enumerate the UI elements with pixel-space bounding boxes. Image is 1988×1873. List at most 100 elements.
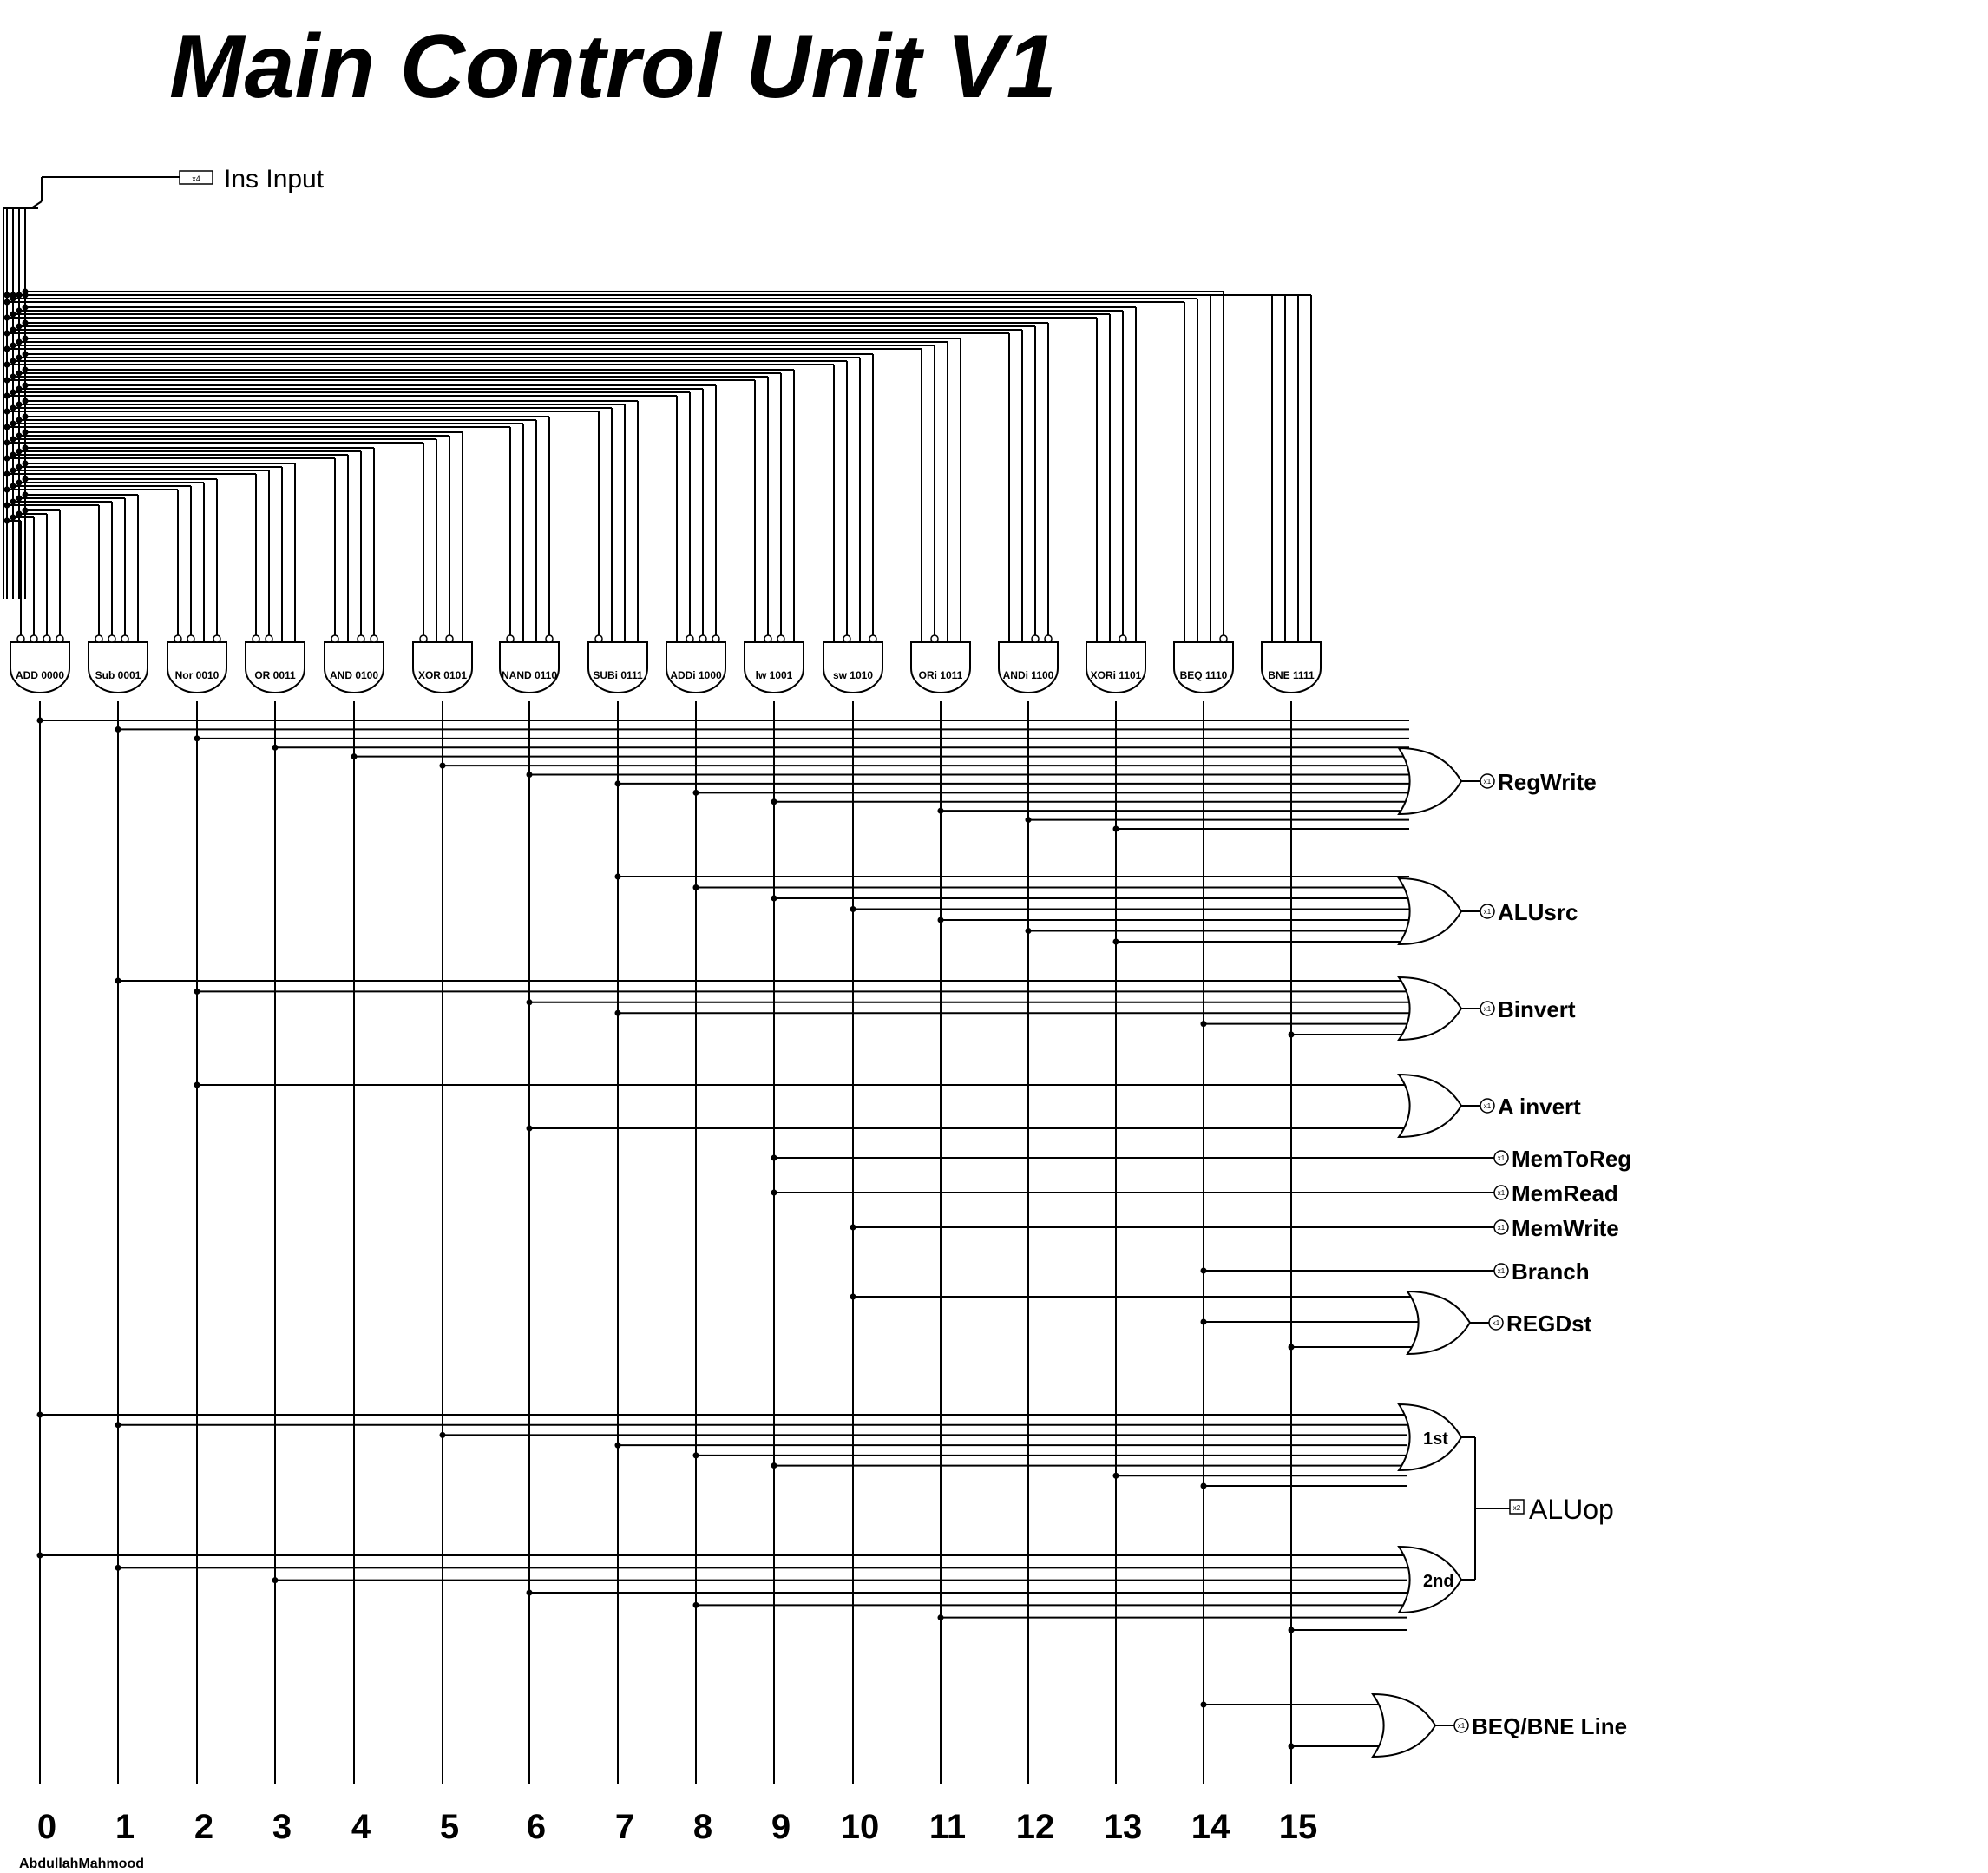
inverter-bubble xyxy=(506,634,515,643)
column-number: 10 xyxy=(841,1808,880,1846)
junction-dot xyxy=(10,292,16,299)
junction-dot xyxy=(10,311,16,318)
output-pin xyxy=(1480,1098,1495,1114)
junction-dot xyxy=(3,345,10,352)
junction-dot xyxy=(22,444,29,451)
junction-dot xyxy=(771,1154,777,1161)
and-gate xyxy=(998,641,1059,693)
output-pin-size: x1 xyxy=(1498,1224,1506,1232)
and-gate xyxy=(666,641,726,693)
junction-dot xyxy=(3,502,10,509)
output-pin xyxy=(1493,1150,1509,1166)
output-pin-size: x1 xyxy=(1484,1005,1492,1013)
junction-dot xyxy=(16,354,23,361)
decoder-label: sw 1010 xyxy=(833,669,873,681)
column-number: 9 xyxy=(771,1808,791,1846)
junction-dot xyxy=(692,789,699,796)
output-label: BEQ/BNE Line xyxy=(1472,1713,1627,1739)
inverter-bubble xyxy=(1219,634,1228,643)
column-number: 1 xyxy=(115,1808,135,1846)
decoder-label: OR 0011 xyxy=(254,669,296,681)
and-gate xyxy=(1086,641,1146,693)
junction-dot xyxy=(614,1442,621,1449)
junction-dot xyxy=(526,1125,533,1132)
junction-dot xyxy=(22,319,29,326)
junction-dot xyxy=(16,417,23,424)
output-pin xyxy=(1493,1263,1509,1278)
column-number: 15 xyxy=(1279,1808,1318,1846)
and-gate xyxy=(587,641,648,693)
inverter-bubble xyxy=(331,634,339,643)
junction-dot xyxy=(3,361,10,368)
column-number: 0 xyxy=(37,1808,56,1846)
output-pin-size: x2 xyxy=(1513,1504,1521,1512)
junction-dot xyxy=(771,1189,777,1196)
junction-dot xyxy=(16,463,23,470)
junction-dot xyxy=(16,510,23,517)
and-gate xyxy=(499,641,560,693)
output-label: MemWrite xyxy=(1512,1215,1619,1241)
decoder-label: ADD 0000 xyxy=(16,669,64,681)
decoder-label: lw 1001 xyxy=(756,669,793,681)
decoder-label: NAND 0110 xyxy=(502,669,557,681)
or-gate xyxy=(1371,1692,1437,1758)
inverter-bubble xyxy=(843,634,851,643)
junction-dot xyxy=(1200,1021,1207,1028)
junction-dot xyxy=(10,420,16,427)
junction-dot xyxy=(22,476,29,483)
and-gate xyxy=(10,641,70,693)
inverter-bubble xyxy=(30,634,38,643)
inverter-bubble xyxy=(56,634,64,643)
junction-dot xyxy=(771,895,777,902)
inverter-bubble xyxy=(357,634,365,643)
inverter-bubble xyxy=(108,634,116,643)
and-gate xyxy=(910,641,971,693)
column-number: 11 xyxy=(929,1808,966,1846)
inverter-bubble xyxy=(213,634,221,643)
decoder-label: ADDi 1000 xyxy=(670,669,722,681)
inverter-bubble xyxy=(712,634,720,643)
output-pin xyxy=(1493,1185,1509,1200)
inverter-bubble xyxy=(869,634,877,643)
output-label: ALUsrc xyxy=(1498,899,1578,925)
input-wire xyxy=(30,200,43,209)
junction-dot xyxy=(850,906,856,912)
and-gate xyxy=(324,641,384,693)
inverter-bubble xyxy=(95,634,103,643)
junction-dot xyxy=(10,404,16,411)
column-number: 3 xyxy=(272,1808,292,1846)
junction-dot xyxy=(1200,1701,1207,1708)
decoder-label: BEQ 1110 xyxy=(1180,669,1228,681)
junction-dot xyxy=(526,999,533,1006)
junction-dot xyxy=(36,1411,43,1418)
junction-dot xyxy=(16,307,23,314)
output-pin-size: x1 xyxy=(1498,1267,1506,1275)
junction-dot xyxy=(3,470,10,477)
junction-dot xyxy=(16,385,23,392)
column-number: 4 xyxy=(351,1808,371,1846)
junction-dot xyxy=(937,1614,944,1621)
junction-dot xyxy=(115,977,121,984)
decoder-label: ORi 1011 xyxy=(919,669,963,681)
output-pin xyxy=(1488,1315,1504,1331)
output-label: Binvert xyxy=(1498,996,1576,1022)
decoder-label: XORi 1101 xyxy=(1091,669,1142,681)
inverter-bubble xyxy=(252,634,260,643)
junction-dot xyxy=(1112,825,1119,832)
junction-dot xyxy=(3,439,10,446)
junction-dot xyxy=(1288,1743,1295,1750)
column-number: 7 xyxy=(615,1808,634,1846)
inverter-bubble xyxy=(777,634,785,643)
junction-dot xyxy=(10,358,16,365)
and-gate xyxy=(1173,641,1234,693)
author-credit: AbdullahMahmood xyxy=(19,1857,144,1871)
junction-dot xyxy=(16,323,23,330)
junction-dot xyxy=(3,517,10,524)
inverter-bubble xyxy=(265,634,273,643)
junction-dot xyxy=(439,1431,446,1438)
junction-dot xyxy=(526,772,533,778)
junction-dot xyxy=(1025,928,1032,934)
column-number: 12 xyxy=(1016,1808,1055,1846)
inverter-bubble xyxy=(1031,634,1040,643)
